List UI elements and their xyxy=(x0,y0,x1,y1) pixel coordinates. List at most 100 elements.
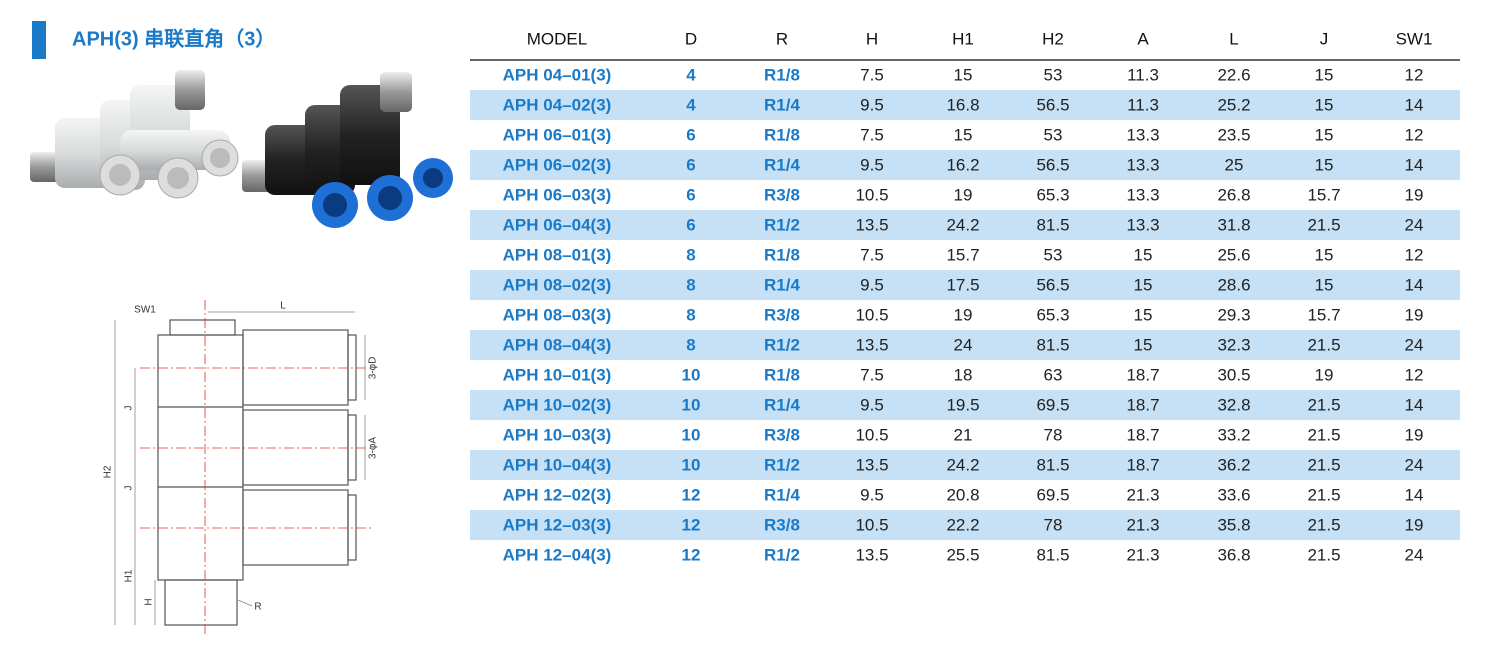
table-cell: 15 xyxy=(1134,305,1153,324)
row-stripe xyxy=(470,150,1460,180)
table-cell: 24.2 xyxy=(946,215,979,234)
drawing-label: J xyxy=(124,406,135,411)
table-cell: 13.3 xyxy=(1126,215,1159,234)
table-cell: 25.5 xyxy=(946,545,979,564)
table-cell: 17.5 xyxy=(946,275,979,294)
table-cell: 7.5 xyxy=(860,125,884,144)
table-cell: 10.5 xyxy=(855,515,888,534)
table-cell: 15 xyxy=(1134,245,1153,264)
table-cell: APH 12–02(3) xyxy=(503,485,612,504)
table-cell: 8 xyxy=(686,305,695,324)
table-cell: 56.5 xyxy=(1036,155,1069,174)
table-cell: 12 xyxy=(1405,365,1424,384)
table-cell: 6 xyxy=(686,215,695,234)
table-cell: 19 xyxy=(1405,425,1424,444)
table-cell: 10.5 xyxy=(855,305,888,324)
table-cell: 65.3 xyxy=(1036,305,1069,324)
row-stripe xyxy=(470,390,1460,420)
table-cell: 9.5 xyxy=(860,275,884,294)
table-cell: APH 10–04(3) xyxy=(503,455,612,474)
table-cell: APH 04–02(3) xyxy=(503,95,612,114)
table-cell: 22.6 xyxy=(1217,65,1250,84)
table-cell: 21.5 xyxy=(1307,215,1340,234)
table-cell: R1/4 xyxy=(764,485,800,504)
table-cell: 14 xyxy=(1405,275,1424,294)
table-cell: 16.2 xyxy=(946,155,979,174)
table-cell: 23.5 xyxy=(1217,125,1250,144)
drawing-label: 3-φA xyxy=(368,437,379,459)
table-cell: 6 xyxy=(686,185,695,204)
table-cell: 78 xyxy=(1044,515,1063,534)
table-cell: R1/2 xyxy=(764,545,800,564)
table-cell: 15 xyxy=(1315,155,1334,174)
table-cell: 10 xyxy=(682,365,701,384)
table-cell: 21.5 xyxy=(1307,485,1340,504)
table-cell: R3/8 xyxy=(764,305,800,324)
table-cell: 12 xyxy=(1405,125,1424,144)
table-cell: 18.7 xyxy=(1126,365,1159,384)
table-cell: 78 xyxy=(1044,425,1063,444)
table-cell: 9.5 xyxy=(860,155,884,174)
table-cell: 15 xyxy=(1315,95,1334,114)
table-cell: 32.8 xyxy=(1217,395,1250,414)
table-cell: 18.7 xyxy=(1126,455,1159,474)
table-cell: 24 xyxy=(1405,335,1424,354)
table-cell: 33.2 xyxy=(1217,425,1250,444)
table-cell: R1/2 xyxy=(764,455,800,474)
row-stripe xyxy=(470,90,1460,120)
table-cell: APH 08–02(3) xyxy=(503,275,612,294)
table-cell: 25.2 xyxy=(1217,95,1250,114)
table-cell: 7.5 xyxy=(860,65,884,84)
drawing-label: 3-φD xyxy=(368,357,379,380)
table-cell: 18 xyxy=(954,365,973,384)
table-cell: 33.6 xyxy=(1217,485,1250,504)
column-header: MODEL xyxy=(527,29,587,48)
table-cell: 15 xyxy=(1134,275,1153,294)
table-cell: APH 10–01(3) xyxy=(503,365,612,384)
table-cell: 31.8 xyxy=(1217,215,1250,234)
table-cell: 4 xyxy=(686,95,696,114)
table-cell: 28.6 xyxy=(1217,275,1250,294)
table-cell: 35.8 xyxy=(1217,515,1250,534)
table-cell: 69.5 xyxy=(1036,395,1069,414)
table-cell: R3/8 xyxy=(764,515,800,534)
table-cell: APH 08–01(3) xyxy=(503,245,612,264)
table-cell: 20.8 xyxy=(946,485,979,504)
table-cell: APH 10–02(3) xyxy=(503,395,612,414)
table-cell: 13.5 xyxy=(855,545,888,564)
table-cell: 13.5 xyxy=(855,215,888,234)
product-white xyxy=(30,70,239,199)
table-cell: R3/8 xyxy=(764,425,800,444)
table-cell: 24 xyxy=(954,335,973,354)
table-cell: R1/2 xyxy=(764,335,800,354)
table-cell: 9.5 xyxy=(860,395,884,414)
table-cell: R3/8 xyxy=(764,185,800,204)
table-cell: 12 xyxy=(1405,245,1424,264)
drawing-label: R xyxy=(254,602,261,613)
table-cell: 13.5 xyxy=(855,455,888,474)
table-cell: 21.5 xyxy=(1307,335,1340,354)
table-cell: 10 xyxy=(682,425,701,444)
row-stripe xyxy=(470,270,1460,300)
table-cell: 15 xyxy=(1315,245,1334,264)
table-cell: 81.5 xyxy=(1036,335,1069,354)
column-header: J xyxy=(1320,29,1329,48)
drawing-label: J xyxy=(124,486,135,491)
table-cell: 19 xyxy=(954,185,973,204)
table-cell: 36.8 xyxy=(1217,545,1250,564)
table-cell: 21.5 xyxy=(1307,515,1340,534)
column-header: D xyxy=(685,29,697,48)
table-cell: 12 xyxy=(682,515,701,534)
table-cell: 25 xyxy=(1225,155,1244,174)
table-cell: 81.5 xyxy=(1036,215,1069,234)
table-cell: 13.3 xyxy=(1126,155,1159,174)
table-cell: R1/8 xyxy=(764,365,800,384)
table-cell: APH 06–04(3) xyxy=(503,215,612,234)
drawing-label: SW1 xyxy=(134,305,156,316)
table-cell: 21.5 xyxy=(1307,545,1340,564)
drawing-label: L xyxy=(280,301,286,312)
table-cell: 25.6 xyxy=(1217,245,1250,264)
table-cell: 19 xyxy=(1405,305,1424,324)
table-cell: 65.3 xyxy=(1036,185,1069,204)
table-cell: R1/4 xyxy=(764,95,800,114)
